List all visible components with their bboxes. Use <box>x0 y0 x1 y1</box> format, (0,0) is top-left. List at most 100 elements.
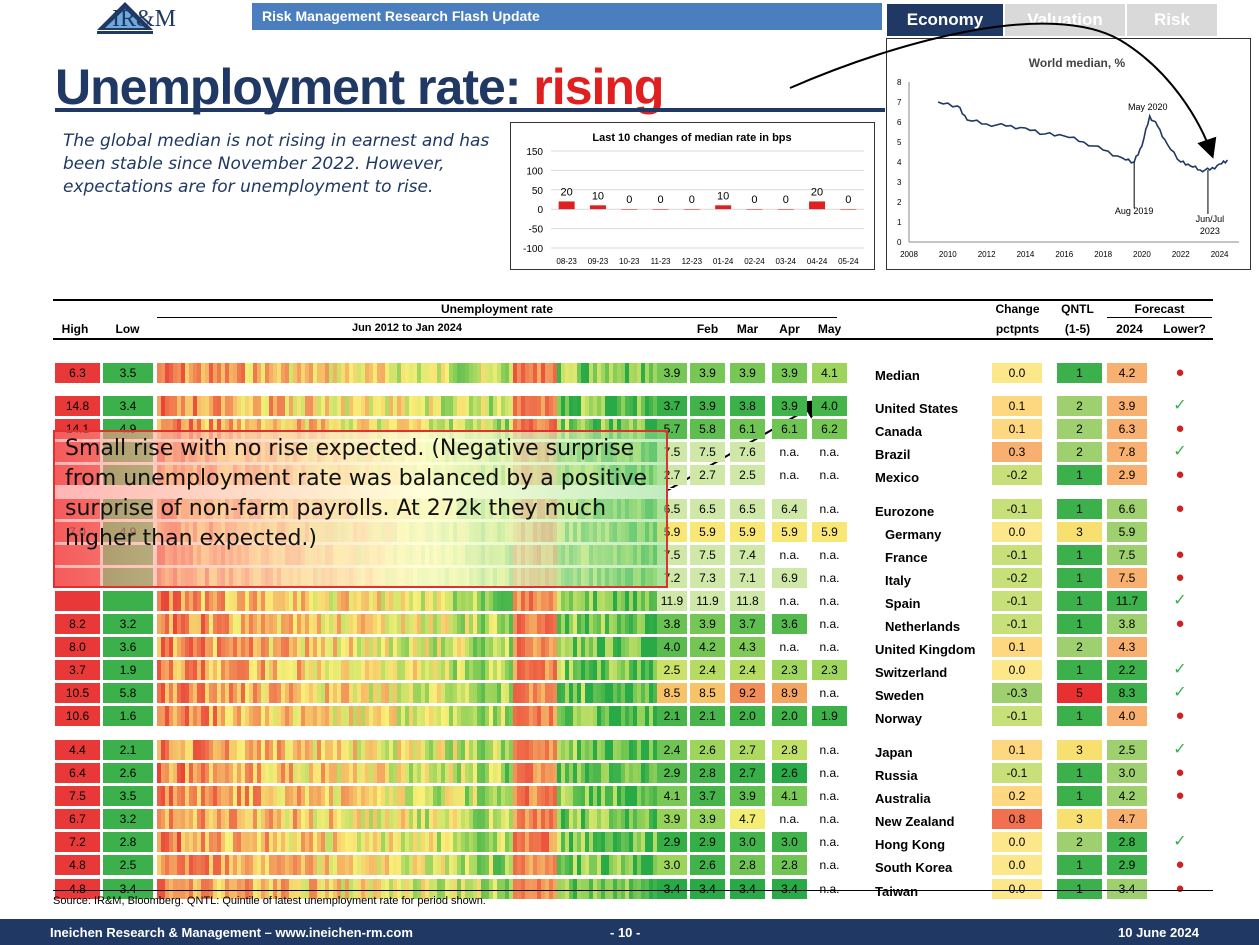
heatmap-cell <box>545 832 550 852</box>
heatmap-cell <box>493 832 498 852</box>
heatmap-cell <box>237 363 242 383</box>
heatmap-cell <box>525 591 530 611</box>
heatmap-cell <box>241 879 246 899</box>
cell-apr: 3.0 <box>772 832 807 852</box>
heatmap-cell <box>209 660 214 680</box>
heatmap-cell <box>297 363 302 383</box>
heatmap-cell <box>181 763 186 783</box>
heatmap-cell <box>277 706 282 726</box>
heatmap-cell <box>565 396 570 416</box>
bar-08-23 <box>558 201 575 210</box>
heatmap-cell <box>389 706 394 726</box>
heatmap-cell <box>337 363 342 383</box>
heatmap-cell <box>509 832 514 852</box>
heatmap-cell <box>173 855 178 875</box>
heatmap-cell <box>493 786 498 806</box>
heatmap-cell <box>217 706 222 726</box>
heatmap-cell <box>241 683 246 703</box>
cell-low: 2.6 <box>103 763 153 783</box>
heatmap-cell <box>557 706 562 726</box>
heatmap-cell <box>549 763 554 783</box>
heatmap-cell <box>429 591 434 611</box>
heatmap-cell <box>629 763 634 783</box>
heatmap-cell <box>325 809 330 829</box>
heatmap-cell <box>181 614 186 634</box>
heatmap-cell <box>453 683 458 703</box>
heatmap-cell <box>253 832 258 852</box>
heatmap-cell <box>485 637 490 657</box>
heatmap-cell <box>249 786 254 806</box>
heatmap-cell <box>397 786 402 806</box>
cell-jan: 3.9 <box>657 809 687 829</box>
heatmap-cell <box>193 637 198 657</box>
cell-qntl: 1 <box>1057 855 1102 875</box>
heatmap-cell <box>501 396 506 416</box>
heatmap-cell <box>557 855 562 875</box>
heatmap-cell <box>645 809 650 829</box>
heatmap-cell <box>389 637 394 657</box>
heatmap-cell <box>573 660 578 680</box>
heatmap-cell <box>341 763 346 783</box>
heatmap-cell <box>429 660 434 680</box>
heatmap-cell <box>325 396 330 416</box>
heatmap-cell <box>245 591 250 611</box>
heatmap-cell <box>349 786 354 806</box>
heatmap-cell <box>521 855 526 875</box>
heatmap-cell <box>413 396 418 416</box>
heatmap-cell <box>501 614 506 634</box>
heatmap-cell <box>613 660 618 680</box>
heatmap-cell <box>497 614 502 634</box>
heatmap-cell <box>241 763 246 783</box>
heatmap-cell <box>229 683 234 703</box>
heatmap-cell <box>273 660 278 680</box>
heatmap-cell <box>241 637 246 657</box>
heatmap-cell <box>401 614 406 634</box>
cell-forecast: 8.3 <box>1107 683 1147 703</box>
heatmap-cell <box>277 396 282 416</box>
heatmap-cell <box>173 419 178 439</box>
heatmap-cell <box>345 879 350 899</box>
heatmap-cell <box>569 740 574 760</box>
heatmap-cell <box>605 832 610 852</box>
heatmap-cell <box>293 832 298 852</box>
heatmap-cell <box>241 809 246 829</box>
heatmap-cell <box>197 396 202 416</box>
heatmap-cell <box>417 614 422 634</box>
col-period: Jun 2012 to Jan 2024 <box>351 322 463 334</box>
heatmap-cell <box>625 683 630 703</box>
heatmap-cell <box>165 855 170 875</box>
heatmap-cell <box>269 706 274 726</box>
heatmap-cell <box>233 832 238 852</box>
heatmap-cell <box>185 396 190 416</box>
heatmap-cell <box>441 832 446 852</box>
heatmap-cell <box>609 763 614 783</box>
cell-change: 0.1 <box>992 419 1042 439</box>
heatmap-cell <box>581 809 586 829</box>
heatmap-cell <box>165 396 170 416</box>
heatmap-cell <box>469 786 474 806</box>
heatmap-cell <box>385 363 390 383</box>
cell-forecast: 6.6 <box>1107 499 1147 519</box>
cell-high: 7.5 <box>55 786 100 806</box>
heatmap-cell <box>249 809 254 829</box>
cell-qntl: 2 <box>1057 442 1102 462</box>
heatmap-cell <box>177 706 182 726</box>
bar-xtick-label: 11-23 <box>651 257 671 266</box>
heatmap-cell <box>289 832 294 852</box>
heatmap-cell <box>429 706 434 726</box>
heatmap-cell <box>385 706 390 726</box>
heatmap-cell <box>581 660 586 680</box>
heatmap-cell <box>525 832 530 852</box>
cell-forecast: 7.5 <box>1107 545 1147 565</box>
cell-may: 5.9 <box>812 522 847 542</box>
heatmap-cell <box>257 879 262 899</box>
heatmap-cell <box>417 740 422 760</box>
cell-feb: 3.9 <box>690 363 725 383</box>
bomb-icon: ● <box>1175 880 1185 897</box>
heatmap-cell <box>513 637 518 657</box>
cell-apr: 5.9 <box>772 522 807 542</box>
heatmap-cell <box>317 614 322 634</box>
heatmap-cell <box>157 683 162 703</box>
bar-xtick-label: 05-24 <box>838 257 859 266</box>
heatmap-cell <box>393 363 398 383</box>
